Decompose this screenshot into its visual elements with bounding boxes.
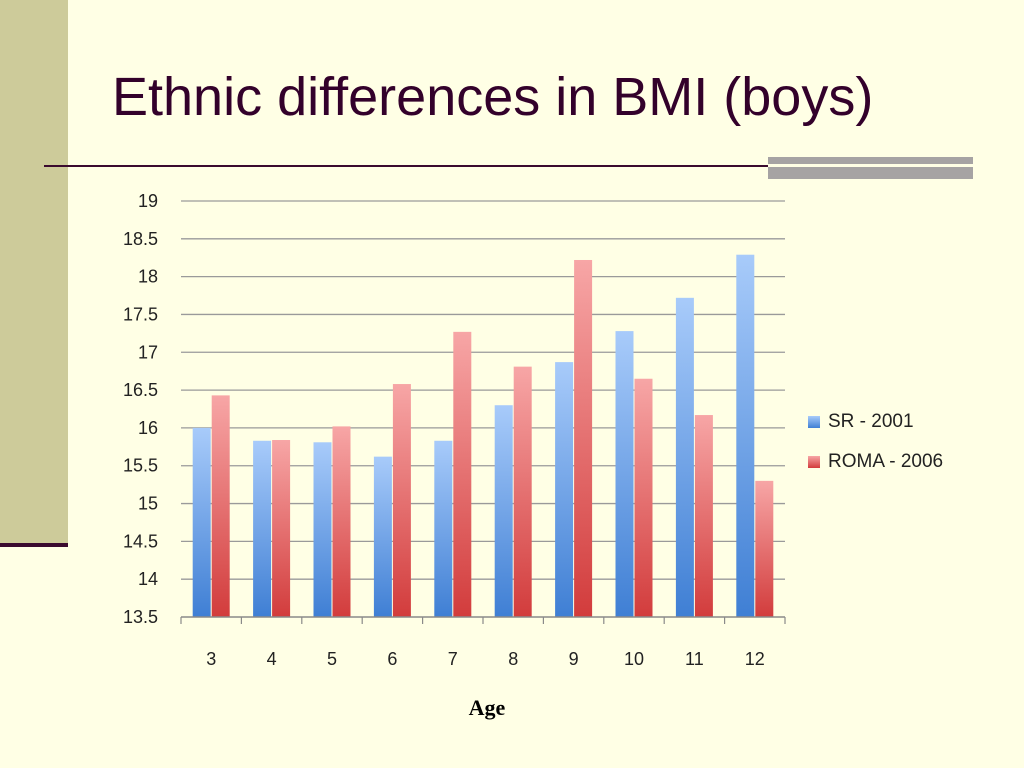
y-tick-label: 13.5 — [123, 607, 158, 627]
x-tick-label: 7 — [448, 649, 458, 669]
legend-item-sr-2001: SR - 2001 — [808, 402, 943, 442]
x-tick-label: 6 — [387, 649, 397, 669]
bar-roma-2006-age-4 — [272, 440, 291, 617]
x-tick-label: 5 — [327, 649, 337, 669]
x-axis-tick-labels: 3 4 5 6 7 8 9 10 11 12 — [206, 649, 765, 669]
bar-roma-2006-age-10 — [634, 378, 653, 617]
bar-sr-2001-age-10 — [615, 331, 634, 617]
bar-sr-2001-age-11 — [675, 297, 694, 617]
bar-roma-2006-age-7 — [453, 331, 472, 617]
bar-roma-2006-age-11 — [694, 415, 713, 617]
left-decor-line — [0, 543, 68, 547]
y-tick-label: 17 — [138, 342, 158, 362]
y-tick-label: 14.5 — [123, 531, 158, 551]
x-tick-label: 10 — [624, 649, 644, 669]
bar-sr-2001-age-5 — [313, 442, 332, 617]
bars — [192, 254, 774, 617]
y-tick-label: 16.5 — [123, 380, 158, 400]
slide-title: Ethnic differences in BMI (boys) — [112, 67, 874, 127]
bar-roma-2006-age-5 — [332, 426, 351, 617]
bar-sr-2001-age-12 — [736, 254, 755, 617]
bar-sr-2001-age-4 — [253, 440, 272, 617]
y-tick-label: 15 — [138, 494, 158, 514]
legend-label-roma-2006: ROMA - 2006 — [828, 451, 944, 472]
x-tick-label: 4 — [267, 649, 277, 669]
legend-item-roma-2006: ROMA - 2006 — [808, 442, 943, 482]
y-tick-label: 16 — [138, 418, 158, 438]
bar-roma-2006-age-12 — [755, 480, 774, 617]
legend-label-sr-2001: SR - 2001 — [828, 411, 914, 432]
bar-sr-2001-age-6 — [373, 456, 392, 617]
grid-lines — [181, 200, 785, 580]
title-accent-bar — [768, 157, 973, 179]
bar-roma-2006-age-3 — [211, 395, 230, 617]
y-tick-label: 18 — [138, 267, 158, 287]
y-tick-label: 14 — [138, 569, 158, 589]
bar-roma-2006-age-6 — [392, 384, 411, 617]
y-tick-label: 18.5 — [123, 229, 158, 249]
x-tick-label: 3 — [206, 649, 216, 669]
x-tick-label: 11 — [685, 649, 704, 669]
title-underline — [44, 165, 973, 167]
x-axis — [180, 616, 786, 624]
legend-swatch-sr-2001 — [808, 416, 820, 428]
bar-roma-2006-age-9 — [574, 259, 593, 617]
bar-sr-2001-age-8 — [494, 405, 513, 617]
x-tick-label: 12 — [745, 649, 765, 669]
y-axis-tick-labels: 13.5 14 14.5 15 15.5 16 16.5 17 17.5 18 18.5 19 — [123, 191, 158, 627]
bar-sr-2001-age-7 — [434, 440, 453, 617]
x-tick-label: 9 — [569, 649, 579, 669]
x-tick-label: 8 — [508, 649, 518, 669]
left-decor-band — [0, 0, 68, 545]
y-tick-label: 15.5 — [123, 456, 158, 476]
chart-legend: SR - 2001 ROMA - 2006 — [808, 402, 943, 482]
bar-roma-2006-age-8 — [513, 366, 532, 617]
y-tick-label: 17.5 — [123, 304, 158, 324]
bar-sr-2001-age-9 — [555, 362, 574, 617]
bar-sr-2001-age-3 — [192, 427, 211, 617]
legend-swatch-roma-2006 — [808, 456, 820, 468]
x-axis-title: Age — [468, 695, 506, 720]
y-tick-label: 19 — [138, 191, 158, 211]
